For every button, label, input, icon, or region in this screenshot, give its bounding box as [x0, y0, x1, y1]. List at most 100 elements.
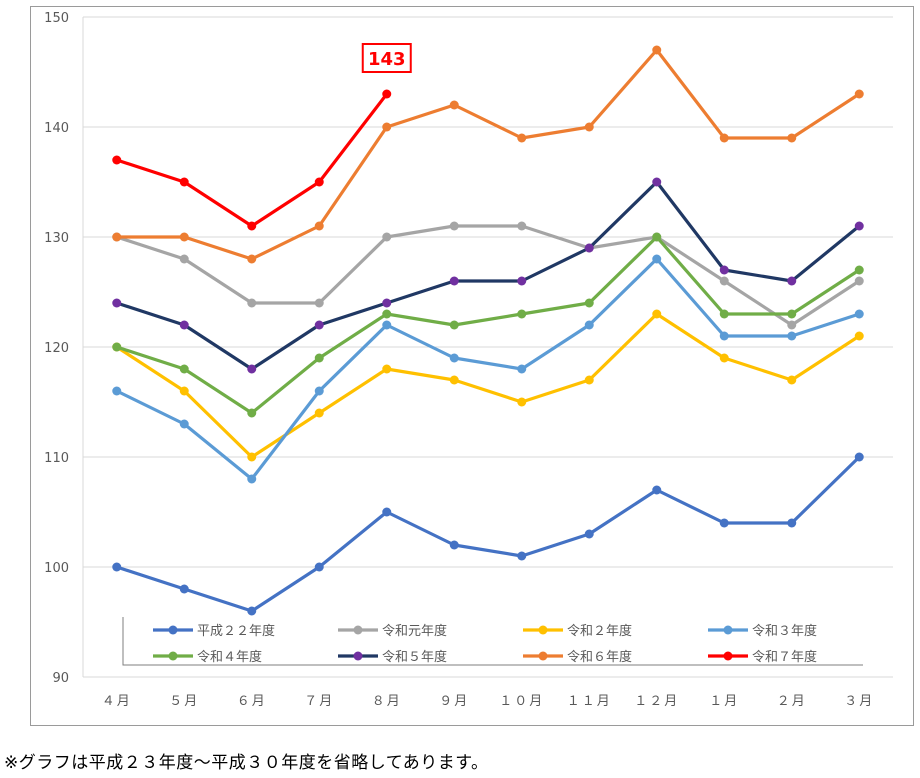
- data-point: [179, 364, 189, 374]
- annotation-box: [361, 43, 412, 73]
- data-point: [247, 254, 257, 264]
- series-0: [112, 452, 864, 616]
- series-line: [116, 93, 389, 228]
- data-point: [179, 386, 189, 396]
- data-point: [247, 606, 257, 616]
- x-tick-label: ２月: [777, 694, 807, 709]
- legend-item: 令和５年度: [338, 649, 447, 665]
- data-point: [719, 133, 729, 143]
- data-point: [584, 529, 594, 539]
- legend-swatch-marker: [723, 651, 733, 661]
- data-point: [517, 364, 527, 374]
- y-axis-ticks: 90 100 110 120 130 140 150: [44, 11, 69, 686]
- data-point: [584, 243, 594, 253]
- data-point: [652, 309, 662, 319]
- data-point: [314, 298, 324, 308]
- x-tick-label: １２月: [634, 694, 679, 709]
- data-point: [449, 100, 459, 110]
- data-point: [854, 265, 864, 275]
- legend-label: 令和３年度: [752, 623, 817, 639]
- data-point: [449, 540, 459, 550]
- data-point: [517, 133, 527, 143]
- data-point: [854, 276, 864, 286]
- data-point: [179, 584, 189, 594]
- legend-item: 令和４年度: [153, 649, 262, 665]
- data-point: [517, 397, 527, 407]
- legend-label: 令和７年度: [752, 649, 817, 665]
- legend-label: 令和４年度: [197, 649, 262, 665]
- data-point: [382, 89, 392, 99]
- data-point: [449, 276, 459, 286]
- data-point: [449, 353, 459, 363]
- data-point: [179, 232, 189, 242]
- x-tick-label: １０月: [499, 694, 544, 709]
- data-point: [112, 342, 122, 352]
- line-chart: 90 100 110 120 130 140 150 ４月 ５月 ６月 ７月 ８月 ９月 １０月 １１月 １…: [44, 11, 893, 709]
- y-tick-label: 130: [44, 231, 69, 246]
- x-tick-label: ９月: [439, 694, 469, 709]
- legend-label: 令和５年度: [382, 649, 447, 665]
- series-5: [112, 177, 864, 374]
- data-point: [787, 518, 797, 528]
- series-7: [112, 89, 392, 231]
- data-point: [112, 298, 122, 308]
- data-point: [247, 408, 257, 418]
- series-line: [116, 257, 860, 481]
- legend-item: 令和２年度: [523, 623, 632, 639]
- data-point: [247, 298, 257, 308]
- data-point: [247, 221, 257, 231]
- data-point: [854, 221, 864, 231]
- data-point: [719, 518, 729, 528]
- data-point: [179, 320, 189, 330]
- data-point: [517, 221, 527, 231]
- series-lines: [112, 45, 864, 616]
- data-point: [854, 309, 864, 319]
- data-point: [247, 364, 257, 374]
- gridlines: [82, 16, 893, 678]
- series-line: [115, 312, 861, 459]
- data-point: [179, 254, 189, 264]
- footnote: ※グラフは平成２３年度～平成３０年度を省略してあります。: [4, 753, 489, 773]
- legend-label: 令和６年度: [567, 649, 632, 665]
- data-point: [584, 122, 594, 132]
- data-point: [382, 364, 392, 374]
- x-tick-label: ３月: [844, 694, 874, 709]
- y-tick-label: 90: [52, 671, 69, 686]
- data-point: [382, 309, 392, 319]
- data-point: [787, 276, 797, 286]
- y-tick-label: 110: [44, 451, 69, 466]
- data-point: [112, 232, 122, 242]
- x-tick-label: １月: [709, 694, 739, 709]
- legend-item: 令和７年度: [708, 649, 817, 665]
- data-point: [719, 276, 729, 286]
- x-tick-label: ７月: [304, 694, 334, 709]
- data-point: [517, 551, 527, 561]
- data-point: [517, 276, 527, 286]
- legend-item: 令和３年度: [708, 623, 817, 639]
- data-point: [314, 177, 324, 187]
- data-point: [314, 320, 324, 330]
- data-point: [584, 375, 594, 385]
- data-point: [719, 309, 729, 319]
- series-3: [112, 254, 864, 484]
- legend-swatch-marker: [353, 625, 363, 635]
- annotation-label: 143: [368, 49, 406, 70]
- series-line: [116, 48, 861, 261]
- data-point: [449, 375, 459, 385]
- legend-swatch-marker: [168, 651, 178, 661]
- data-point: [449, 320, 459, 330]
- series-line: [116, 235, 861, 415]
- series-4: [112, 232, 864, 418]
- data-point: [719, 265, 729, 275]
- legend-item: 平成２２年度: [153, 623, 275, 639]
- legend-swatch-marker: [723, 625, 733, 635]
- legend-label: 平成２２年度: [197, 623, 275, 639]
- data-point: [247, 452, 257, 462]
- data-point: [719, 353, 729, 363]
- y-tick-label: 120: [44, 341, 69, 356]
- series-6: [112, 45, 864, 264]
- series-line: [116, 224, 861, 327]
- legend-item: 令和６年度: [523, 649, 632, 665]
- series-line: [116, 180, 861, 371]
